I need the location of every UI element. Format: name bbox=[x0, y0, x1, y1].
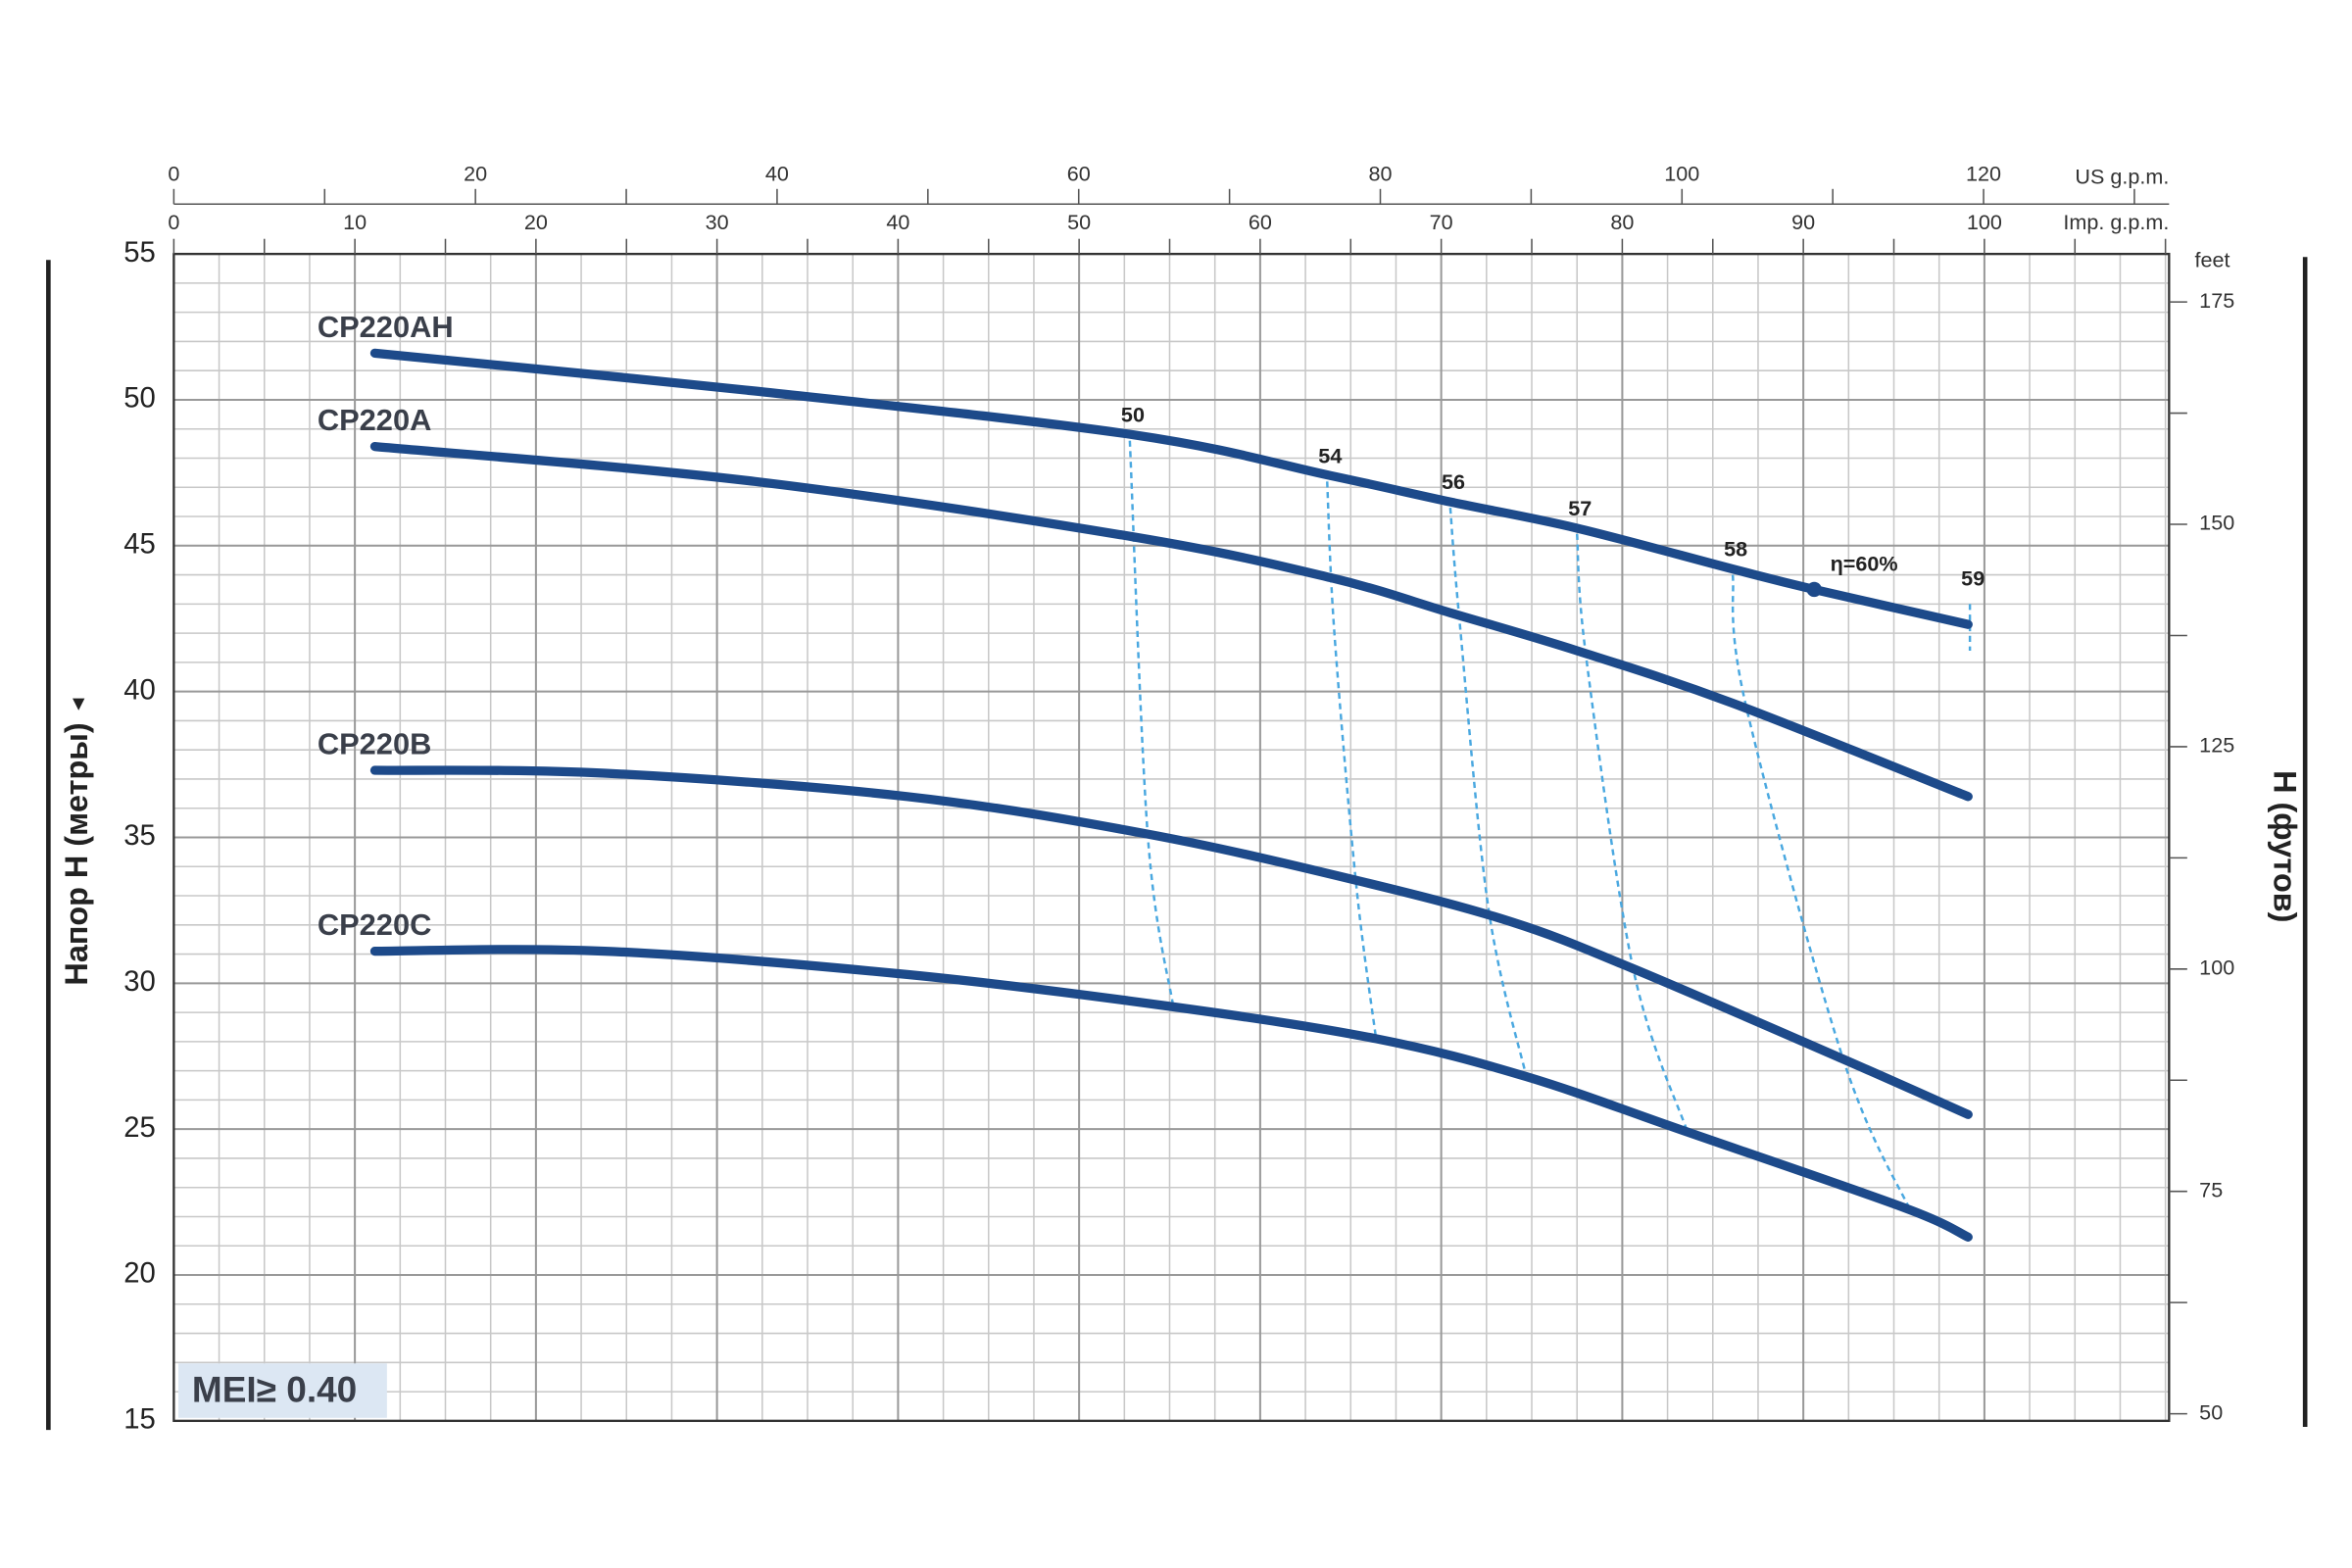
x2-tick-label: 120 bbox=[1966, 162, 2001, 186]
x2-axis-label: US g.p.m. bbox=[2075, 165, 2169, 189]
x-tick-label: 90 bbox=[1791, 210, 1815, 234]
y-tick-label: 50 bbox=[123, 382, 156, 415]
series-label: CP220C bbox=[318, 907, 432, 942]
curve bbox=[369, 765, 1973, 1119]
x2-tick-label: 0 bbox=[168, 162, 179, 186]
best-efficiency-label: η=60% bbox=[1831, 551, 1898, 575]
annotation: MEI≥ 0.40 bbox=[192, 1368, 357, 1409]
marks bbox=[369, 348, 1973, 1242]
efficiency-line bbox=[1326, 481, 1378, 1040]
y-axis-arrow bbox=[73, 698, 85, 710]
series-label: CP220B bbox=[318, 726, 432, 760]
x2-tick-label: 100 bbox=[1664, 162, 1699, 186]
y2-tick-label: 50 bbox=[2199, 1399, 2223, 1424]
y-tick-label: 30 bbox=[123, 965, 156, 998]
x-tick-label: 60 bbox=[1249, 210, 1272, 234]
y-tick-label: 25 bbox=[123, 1111, 156, 1144]
x-tick-label: 10 bbox=[343, 210, 367, 234]
x2-tick-label: 20 bbox=[464, 162, 487, 186]
curve bbox=[369, 441, 1973, 802]
x2-tick-label: 40 bbox=[765, 162, 789, 186]
y-tick-label: 45 bbox=[123, 528, 156, 561]
x-tick-label: 0 bbox=[168, 210, 179, 234]
x-axis-label: Imp. g.p.m. bbox=[2063, 210, 2169, 234]
x2-tick-label: 60 bbox=[1067, 162, 1091, 186]
y2-axis-label: H (футов) bbox=[2267, 770, 2302, 922]
series-label: CP220AH bbox=[318, 310, 454, 344]
efficiency-line bbox=[1575, 533, 1690, 1133]
x-tick-label: 40 bbox=[886, 210, 909, 234]
y2-tick-label: 150 bbox=[2199, 511, 2234, 535]
efficiency-line bbox=[1731, 574, 1914, 1215]
y2-unit: feet bbox=[2195, 248, 2230, 272]
y-axis-label: Напор H (метры) bbox=[59, 722, 94, 985]
y-tick-label: 15 bbox=[123, 1403, 156, 1436]
y2-tick-label: 175 bbox=[2199, 288, 2234, 313]
x-tick-label: 50 bbox=[1067, 210, 1091, 234]
y2-tick-label: 75 bbox=[2199, 1177, 2223, 1201]
y2-tick-label: 125 bbox=[2199, 733, 2234, 758]
x-tick-label: 30 bbox=[706, 210, 729, 234]
efficiency-label: 54 bbox=[1318, 443, 1342, 467]
grid bbox=[172, 253, 2170, 1422]
x-tick-label: 70 bbox=[1430, 210, 1453, 234]
annotation-box bbox=[178, 1363, 387, 1418]
curve bbox=[369, 348, 1973, 629]
y-tick-label: 35 bbox=[123, 819, 156, 852]
series-label: CP220A bbox=[318, 403, 432, 437]
efficiency-label: 56 bbox=[1442, 469, 1465, 494]
efficiency-line bbox=[1128, 440, 1175, 1007]
y-tick-label: 55 bbox=[123, 236, 156, 269]
curve bbox=[369, 945, 1973, 1242]
efficiency-label: 50 bbox=[1121, 403, 1145, 427]
x-tick-label: 100 bbox=[1967, 210, 2002, 234]
x-tick-label: 80 bbox=[1610, 210, 1634, 234]
efficiency-label: 59 bbox=[1961, 565, 1984, 590]
efficiency-label: 58 bbox=[1724, 537, 1747, 562]
plot-border bbox=[172, 252, 2171, 1423]
x2-tick-label: 80 bbox=[1368, 162, 1392, 186]
x-tick-label: 20 bbox=[524, 210, 548, 234]
chart-body: MEI≥ 0.40 Напор H (метры) H (футов) feet… bbox=[46, 162, 2308, 1436]
best-efficiency-point bbox=[1806, 581, 1822, 598]
y-tick-label: 20 bbox=[123, 1257, 156, 1290]
efficiency-line bbox=[1448, 508, 1528, 1077]
y2-tick-label: 100 bbox=[2199, 956, 2234, 980]
efficiency-label: 57 bbox=[1568, 496, 1592, 520]
y-tick-label: 40 bbox=[123, 673, 156, 706]
